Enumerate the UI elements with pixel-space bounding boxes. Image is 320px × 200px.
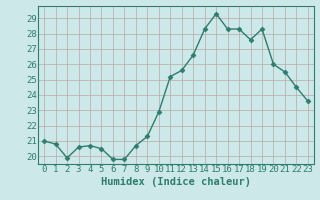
X-axis label: Humidex (Indice chaleur): Humidex (Indice chaleur) [101,177,251,187]
